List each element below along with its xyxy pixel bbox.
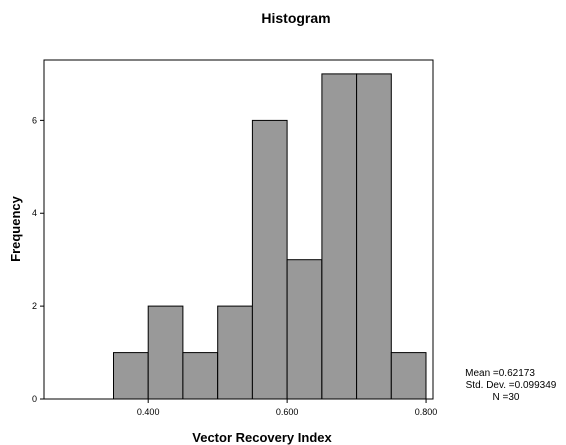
bars-group — [113, 73, 427, 400]
stat-std-dev: Std. Dev. =0.099349 — [466, 380, 557, 391]
y-axis: 0 2 4 6 — [32, 115, 44, 404]
stat-n: N =30 — [493, 392, 520, 403]
histogram-bar — [390, 352, 427, 400]
x-tick-label: 0.800 — [415, 407, 438, 417]
x-tick-label: 0.400 — [137, 407, 160, 417]
y-tick-label: 4 — [32, 208, 37, 218]
histogram-bar — [113, 352, 149, 400]
y-tick-label: 0 — [32, 394, 37, 404]
x-tick-label: 0.600 — [276, 407, 299, 417]
y-tick-label: 6 — [32, 115, 37, 125]
histogram-bar — [147, 305, 184, 400]
histogram-bar — [182, 352, 219, 400]
histogram-bar — [217, 305, 253, 400]
x-axis: 0.400 0.600 0.800 — [137, 399, 437, 417]
chart-title: Histogram — [261, 10, 330, 26]
y-axis-label: Frequency — [8, 195, 23, 262]
histogram-bar — [356, 73, 392, 400]
histogram-bar — [286, 259, 323, 400]
x-axis-label: Vector Recovery Index — [192, 430, 332, 445]
histogram-bar — [321, 73, 358, 400]
y-tick-label: 2 — [32, 301, 37, 311]
stat-mean: Mean =0.62173 — [465, 368, 535, 379]
histogram-bar — [251, 119, 288, 400]
